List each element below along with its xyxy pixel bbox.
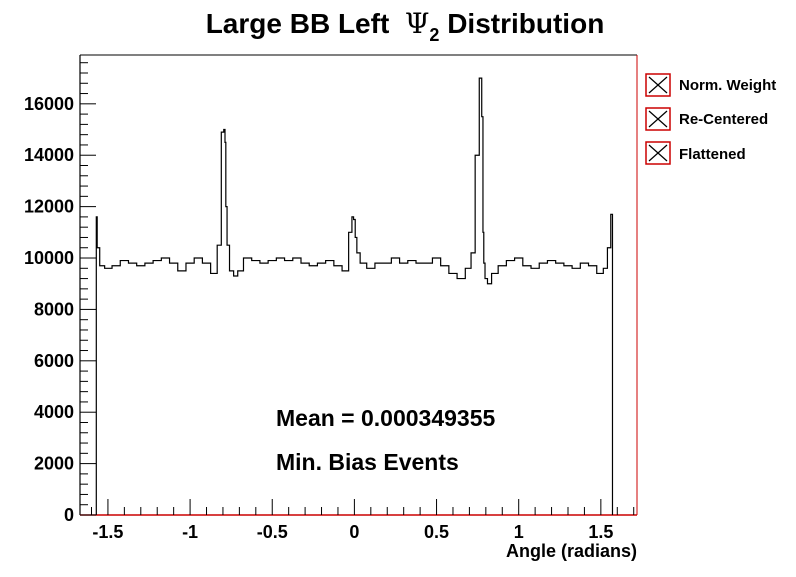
y-tick-label: 12000 [24, 197, 74, 217]
y-tick-label: 4000 [34, 402, 74, 422]
x-tick-label: 1 [514, 522, 524, 542]
legend: Norm. Weight Re-Centered Flattened [645, 73, 776, 165]
y-tick-label: 6000 [34, 351, 74, 371]
series-line-norm-weight [95, 77, 614, 515]
x-tick-label: 0.5 [424, 522, 449, 542]
annotation-mean: Mean = 0.000349355 [276, 405, 496, 431]
legend-label: Norm. Weight [679, 77, 776, 94]
legend-label: Flattened [679, 146, 746, 163]
y-tick-label: 2000 [34, 454, 74, 474]
x-tick-label: -0.5 [257, 522, 288, 542]
x-tick-label: 1.5 [588, 522, 613, 542]
y-tick-label: 10000 [24, 248, 74, 268]
x-tick-label: 0 [349, 522, 359, 542]
y-axis: 0 2000 4000 6000 8000 10000 12000 14000 16000 [24, 62, 96, 525]
legend-label: Re-Centered [679, 111, 768, 128]
crossed-box-icon [645, 73, 671, 97]
y-tick-label: 14000 [24, 145, 74, 165]
y-tick-label: 16000 [24, 94, 74, 114]
x-tick-label: -1.5 [92, 522, 123, 542]
crossed-box-icon [645, 107, 671, 131]
title-subscript: 2 [429, 25, 439, 45]
x-axis: -1.5 -1 -0.5 0 0.5 1 1.5 [91, 499, 635, 542]
y-tick-label: 0 [64, 505, 74, 525]
x-axis-label: Angle (radians) [506, 541, 637, 561]
legend-entry-re-centered: Re-Centered [645, 107, 768, 131]
x-tick-label: -1 [182, 522, 198, 542]
crossed-box-icon [645, 141, 671, 165]
plot-frame [79, 54, 638, 516]
series-group [95, 77, 614, 515]
chart-title: Large BB Left Ψ2 Distribution [206, 7, 605, 45]
legend-entry-flattened: Flattened [645, 141, 746, 165]
title-psi-symbol: Ψ [405, 7, 430, 40]
y-tick-label: 8000 [34, 299, 74, 319]
annotation-events: Min. Bias Events [276, 449, 459, 475]
legend-entry-norm-weight: Norm. Weight [645, 73, 776, 97]
title-suffix: Distribution [439, 8, 604, 39]
title-prefix: Large BB Left [206, 8, 405, 39]
